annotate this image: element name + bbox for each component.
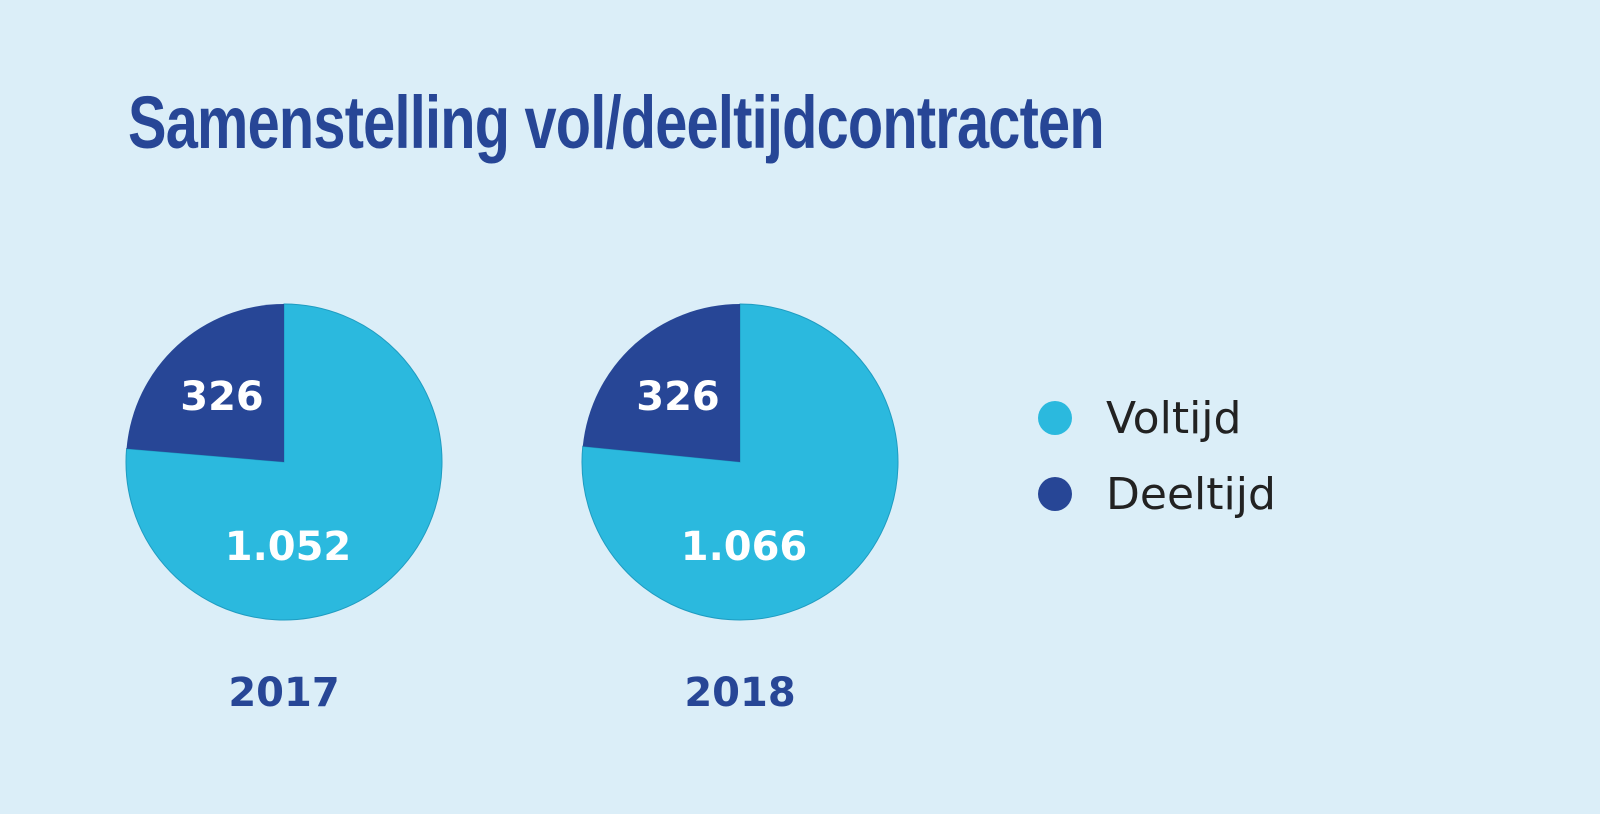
legend-swatch-voltijd <box>1038 401 1072 435</box>
pie-slice-deeltijd <box>126 304 284 462</box>
legend: Voltijd Deeltijd <box>1038 380 1276 532</box>
year-label: 2018 <box>684 670 795 716</box>
chart-title: Samenstelling vol/deeltijdcontracten <box>128 81 1105 164</box>
slice-label-deeltijd: 326 <box>180 374 264 420</box>
pie-chart-2017: 326 1.052 2017 <box>125 303 443 716</box>
legend-item-deeltijd: Deeltijd <box>1038 456 1276 532</box>
legend-swatch-deeltijd <box>1038 477 1072 511</box>
slice-label-voltijd: 1.052 <box>225 524 352 570</box>
legend-item-voltijd: Voltijd <box>1038 380 1276 456</box>
legend-label-deeltijd: Deeltijd <box>1106 468 1276 520</box>
pie-slice-voltijd <box>125 303 443 621</box>
slice-label-voltijd: 1.066 <box>681 524 808 570</box>
pie-chart-2018: 326 1.066 2018 <box>581 303 899 716</box>
year-label: 2017 <box>228 670 339 716</box>
legend-label-voltijd: Voltijd <box>1106 392 1242 444</box>
pie-slice-voltijd <box>581 303 899 621</box>
pie-slice-deeltijd <box>582 304 740 462</box>
slice-label-deeltijd: 326 <box>636 374 720 420</box>
